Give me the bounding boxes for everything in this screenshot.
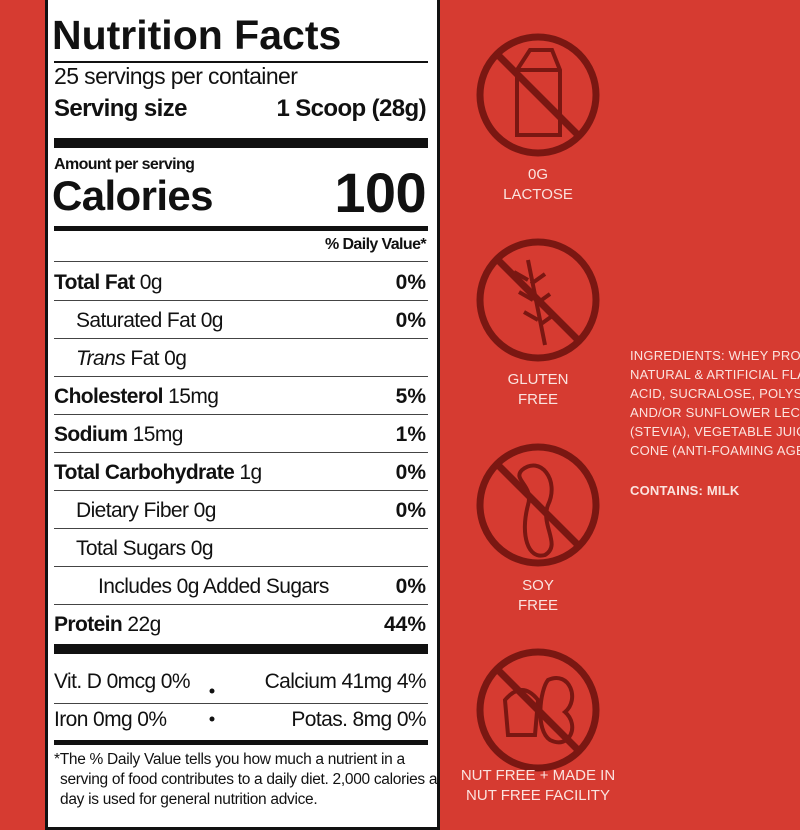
vitamin: Vit. D 0mcg 0% xyxy=(54,670,191,693)
daily-value: 0% xyxy=(395,575,426,598)
nutrient-amount: 0g xyxy=(190,537,214,560)
medium-rule xyxy=(54,226,428,231)
badge-label: 0G LACTOSE xyxy=(448,165,628,205)
badge-label: SOY FREE xyxy=(448,576,628,616)
daily-value-header: % Daily Value* xyxy=(325,236,427,253)
soy-icon xyxy=(476,443,600,567)
contains: CONTAINS: MILK xyxy=(630,483,740,498)
ingredient-line: NATURAL & ARTIFICIAL FLA xyxy=(630,367,800,382)
badge-label: NUT FREE + MADE IN NUT FREE FACILITY xyxy=(448,766,628,806)
nutrient-amount: 0g xyxy=(193,499,217,522)
icons xyxy=(209,33,600,772)
title: Nutrition Facts xyxy=(52,12,342,58)
nutrient-name: Total Carbohydrate xyxy=(54,461,235,484)
gluten-icon xyxy=(476,238,600,362)
nutrient-row: Saturated Fat 0g 0% xyxy=(54,301,428,339)
calories: 100 xyxy=(334,161,426,224)
calories-label: Calories xyxy=(52,172,214,219)
nutrient-name: Includes 0g Added Sugars xyxy=(98,575,329,598)
badge-label: GLUTEN FREE xyxy=(448,370,628,410)
badge-line: NUT FREE FACILITY xyxy=(466,787,610,804)
servings: 25 servings per container xyxy=(54,63,298,89)
serving-size: 1 Scoop (28g) xyxy=(276,95,426,122)
nutrient-name: Total Sugars xyxy=(76,537,186,560)
nutrient-amount: 0g xyxy=(164,347,187,370)
daily-value: 1% xyxy=(395,423,426,446)
vitamin: Iron 0mg 0% xyxy=(54,708,167,731)
daily-value: 0% xyxy=(395,461,426,484)
footnote: *The % Daily Value tells you how much a … xyxy=(54,751,405,768)
badge-line: FREE xyxy=(517,391,558,408)
nutrient-name: Fat xyxy=(130,347,159,370)
nutrient-row: Protein 22g 44% xyxy=(54,605,428,642)
ingredients: INGREDIENTS: WHEY PRO NATURAL & ARTIFICI… xyxy=(630,346,800,460)
daily-value: 0% xyxy=(395,271,426,294)
ingredient-line: (STEVIA), VEGETABLE JUICE xyxy=(630,424,800,439)
serving-size-label: Serving size xyxy=(54,95,187,122)
nutrient-name-italic: Trans xyxy=(76,347,126,370)
nutrient-amount: 0g xyxy=(139,271,163,294)
nutrient-name: Dietary Fiber xyxy=(76,499,189,522)
nutrient-row: Total Sugars 0g xyxy=(54,529,428,567)
nutrient-row: Total Carbohydrate 1g 0% xyxy=(54,453,428,491)
nutrient-amount: 1g xyxy=(239,461,262,484)
amount-per-serving: Amount per serving xyxy=(54,156,195,173)
thick-rule xyxy=(54,644,428,654)
nutrient-row: Trans Fat 0g xyxy=(54,339,428,377)
nutrient-row: Sodium 15mg 1% xyxy=(54,415,428,453)
nutrient-name: Cholesterol xyxy=(54,385,164,408)
lactose-icon xyxy=(476,33,600,157)
badge-line: NUT FREE + MADE IN xyxy=(460,767,616,784)
nutrient-amount: 15mg xyxy=(132,423,184,446)
nutrient-row: Dietary Fiber 0g 0% xyxy=(54,491,428,529)
daily-value: 0% xyxy=(395,309,426,332)
bullet xyxy=(209,716,215,722)
rule xyxy=(54,703,428,704)
vitamin: Potas. 8mg 0% xyxy=(291,708,426,731)
bullet xyxy=(209,688,215,694)
badge-line: SOY xyxy=(522,577,554,594)
nutrient-row: Total Fat 0g 0% xyxy=(54,263,428,301)
nutrient-name: Saturated Fat xyxy=(76,309,196,332)
daily-value: 0% xyxy=(395,499,426,522)
daily-value: 5% xyxy=(395,385,426,408)
rule xyxy=(54,261,428,262)
rule xyxy=(54,61,428,63)
vitamin: Calcium 41mg 4% xyxy=(264,670,427,693)
nut-icon xyxy=(476,648,600,772)
daily-value: 44% xyxy=(383,613,426,636)
nutrient-name: Total Fat xyxy=(54,271,135,294)
badge-line: 0G xyxy=(527,166,548,183)
ingredient-line: AND/OR SUNFLOWER LECIT xyxy=(630,405,800,420)
page: {"nutrition_facts": { "title": "Nutritio… xyxy=(45,0,800,830)
badge-line: FREE xyxy=(517,597,558,614)
nutrient-amount: 22g xyxy=(127,613,161,636)
badge-line: LACTOSE xyxy=(503,186,573,203)
nutrient-amount: 15mg xyxy=(168,385,219,408)
medium-rule xyxy=(54,740,428,745)
badge-line: GLUTEN xyxy=(507,371,569,388)
ingredient-line: ACID, SUCRALOSE, POLYSO xyxy=(630,386,800,401)
nutrient-amount: 0g xyxy=(200,309,224,332)
ingredient-line: INGREDIENTS: WHEY PRO xyxy=(630,348,800,363)
footnote: serving of food contributes to a daily d… xyxy=(60,771,438,788)
nutrient-row: Includes 0g Added Sugars 0% xyxy=(54,567,428,605)
nutrient-name: Protein xyxy=(54,613,123,636)
nutrient-row: Cholesterol 15mg 5% xyxy=(54,377,428,415)
ingredient-line: CONE (ANTI-FOAMING AGEN xyxy=(630,443,800,458)
nutrient-name: Sodium xyxy=(54,423,128,446)
thick-rule xyxy=(54,138,428,148)
